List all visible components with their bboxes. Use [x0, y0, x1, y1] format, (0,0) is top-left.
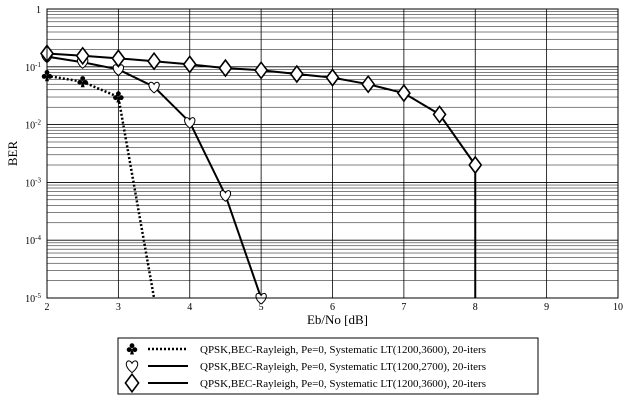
legend-label-3: QPSK,BEC-Rayleigh, Pe=0, Systematic LT(1… — [200, 378, 486, 390]
club-marker-stem — [116, 96, 121, 103]
series-1-point — [77, 76, 88, 88]
series-2-point — [219, 190, 232, 202]
series-3-point — [75, 46, 90, 66]
x-tick-label: 8 — [473, 302, 478, 313]
x-tick-label: 4 — [187, 302, 192, 313]
legend: QPSK,BEC-Rayleigh, Pe=0, Systematic LT(1… — [117, 337, 539, 395]
club-marker-lobe — [129, 343, 135, 349]
y-tick-label: 10-4 — [25, 234, 41, 247]
series-2-point — [255, 292, 267, 305]
x-axis-title: Eb/No [dB] — [307, 312, 368, 327]
club-marker-lobe — [80, 76, 86, 81]
x-tick-label: 6 — [330, 302, 335, 313]
club-marker-lobe — [77, 80, 83, 85]
club-marker-lobe — [83, 80, 88, 85]
club-marker-lobe — [132, 347, 138, 353]
tick-labels: 2 3 4 5 6 7 8 9 10 1 10-1 10-2 10-3 10-4 10-5 — [25, 5, 623, 313]
series-3-point — [254, 60, 269, 80]
club-marker-lobe — [113, 95, 118, 101]
x-tick-label: 5 — [259, 302, 264, 313]
y-tick-label: 10-1 — [25, 61, 41, 74]
legend-label-2: QPSK,BEC-Rayleigh, Pe=0, Systematic LT(1… — [200, 361, 486, 373]
series-2-point — [184, 117, 196, 129]
series-3-point — [289, 64, 304, 84]
club-marker-lobe — [41, 73, 47, 79]
series-3-point — [361, 74, 376, 94]
club-marker-lobe — [47, 73, 53, 79]
series-3-point — [182, 55, 197, 74]
club-marker-stem — [80, 80, 85, 88]
series-2-point — [148, 81, 160, 94]
series-3-point — [111, 49, 126, 68]
legend-marker-3 — [124, 372, 140, 394]
club-marker-lobe — [126, 347, 132, 353]
series-3-point — [325, 68, 340, 87]
y-tick-label: 10-2 — [25, 119, 41, 132]
legend-label-1: QPSK,BEC-Rayleigh, Pe=0, Systematic LT(1… — [200, 344, 486, 356]
x-tick-label: 7 — [401, 302, 406, 313]
x-tick-label: 3 — [116, 302, 121, 313]
y-axis-title: BER — [5, 141, 20, 167]
series-1-point — [113, 91, 124, 103]
x-tick-label: 9 — [544, 302, 549, 313]
series-1-line — [46, 74, 156, 299]
grid-lines — [46, 9, 619, 299]
series-3-point — [396, 83, 411, 103]
series-3-point — [147, 51, 162, 71]
series-markers — [40, 44, 483, 305]
y-tick-label: 10-3 — [25, 176, 41, 189]
legend-marker-1 — [126, 343, 138, 355]
series-3-point — [218, 58, 233, 78]
plot-area-border — [46, 8, 619, 299]
x-tick-label: 2 — [45, 302, 50, 313]
series-1-point — [41, 70, 53, 82]
x-tick-label: 10 — [613, 302, 623, 313]
y-tick-label: 10-5 — [25, 292, 41, 305]
club-marker-lobe — [115, 91, 121, 97]
legend-marker-2 — [125, 360, 139, 374]
club-marker-stem — [130, 348, 134, 355]
club-marker-lobe — [118, 95, 124, 101]
series-3-point — [432, 105, 447, 124]
y-tick-label: 1 — [36, 5, 41, 16]
series-3-point — [468, 155, 483, 175]
